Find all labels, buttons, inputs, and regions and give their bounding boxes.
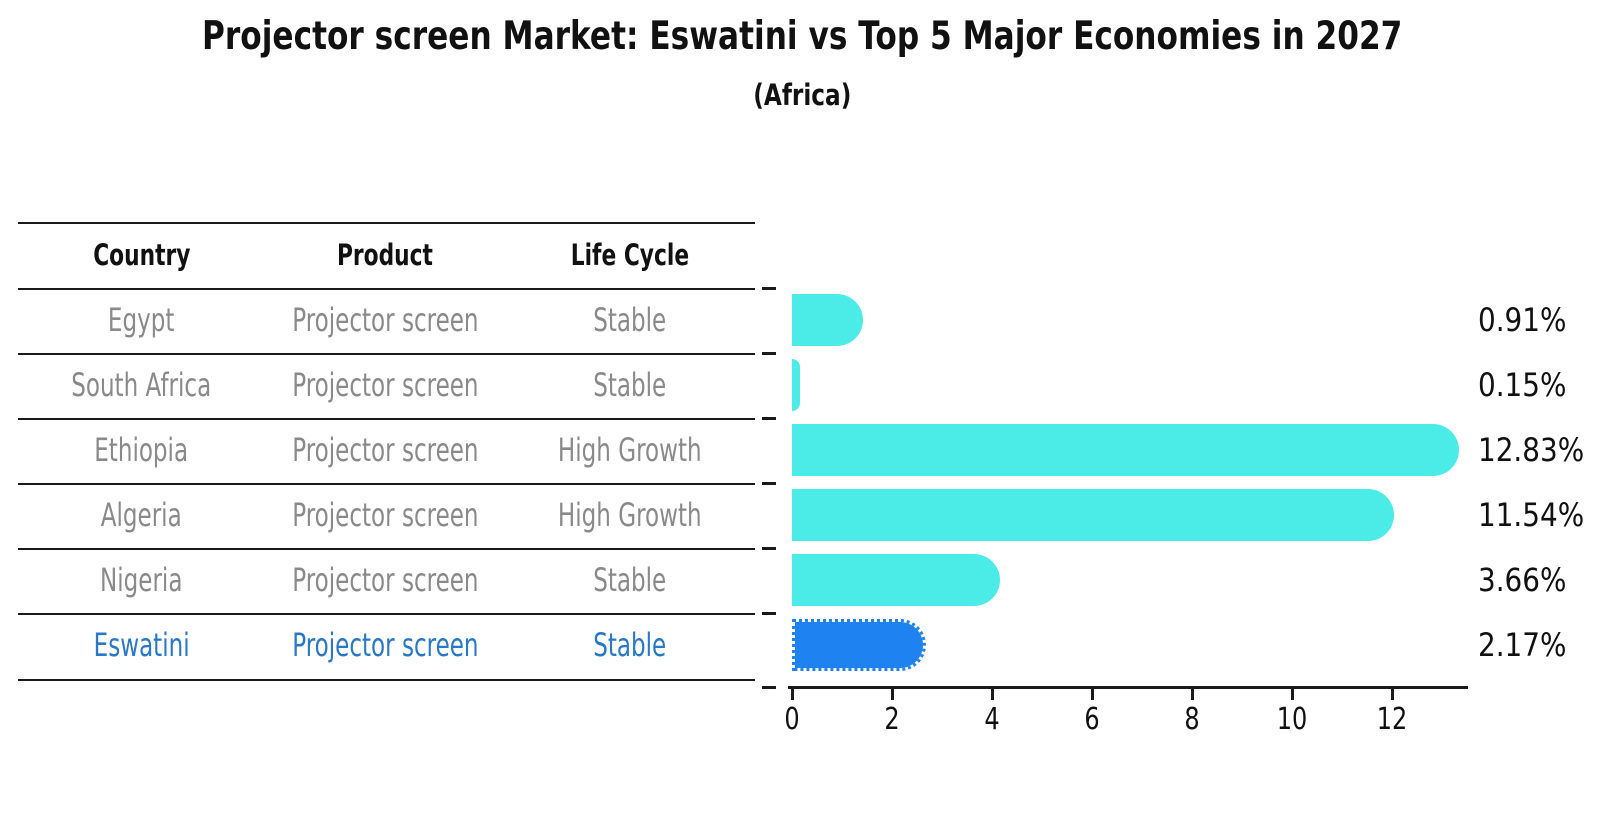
cell-product: Projector screen bbox=[291, 366, 479, 404]
x-tick-label: 4 bbox=[984, 702, 1000, 737]
cell-product: Projector screen bbox=[291, 626, 479, 664]
table-line bbox=[18, 288, 755, 290]
x-tick bbox=[791, 689, 794, 700]
x-tick bbox=[1191, 689, 1194, 700]
cell-life-cycle: Stable bbox=[593, 301, 667, 339]
x-tick bbox=[1091, 689, 1094, 700]
y-tick bbox=[762, 352, 776, 355]
x-tick-label: 12 bbox=[1376, 702, 1408, 737]
table-line bbox=[18, 548, 755, 550]
cell-country: Eswatini bbox=[93, 626, 190, 664]
x-tick-label: 8 bbox=[1184, 702, 1200, 737]
column-header-country: Country bbox=[92, 238, 191, 272]
x-tick-label: 0 bbox=[784, 702, 800, 737]
table-line bbox=[18, 353, 755, 355]
x-tick bbox=[891, 689, 894, 700]
cell-product: Projector screen bbox=[291, 431, 479, 469]
x-axis-line bbox=[788, 686, 1468, 689]
bar-ethiopia bbox=[792, 424, 1459, 476]
y-tick bbox=[762, 686, 776, 689]
cell-country: Algeria bbox=[101, 496, 182, 534]
cell-country: Egypt bbox=[108, 301, 175, 339]
y-tick bbox=[762, 287, 776, 290]
x-tick bbox=[991, 689, 994, 700]
cell-country: Nigeria bbox=[100, 561, 183, 599]
y-tick bbox=[762, 482, 776, 485]
cell-life-cycle: Stable bbox=[593, 561, 667, 599]
page-subtitle: (Africa) bbox=[752, 78, 852, 112]
cell-life-cycle: Stable bbox=[593, 366, 667, 404]
x-tick bbox=[1391, 689, 1394, 700]
table-line bbox=[18, 483, 755, 485]
x-tick-label: 2 bbox=[884, 702, 900, 737]
bar-south-africa bbox=[792, 359, 800, 411]
value-label-south-africa: 0.15% bbox=[1478, 366, 1567, 404]
cell-product: Projector screen bbox=[291, 496, 479, 534]
bar-eswatini-highlighted bbox=[792, 619, 926, 671]
bar-egypt bbox=[792, 294, 863, 346]
bar-nigeria bbox=[792, 554, 1000, 606]
y-tick bbox=[762, 547, 776, 550]
cell-country: Ethiopia bbox=[94, 431, 189, 469]
cell-country: South Africa bbox=[71, 366, 212, 404]
column-header-product: Product bbox=[337, 238, 433, 272]
x-tick-label: 10 bbox=[1276, 702, 1308, 737]
x-tick bbox=[1291, 689, 1294, 700]
value-label-ethiopia: 12.83% bbox=[1478, 431, 1585, 469]
value-label-nigeria: 3.66% bbox=[1478, 561, 1567, 599]
table-line bbox=[18, 222, 755, 224]
cell-life-cycle: High Growth bbox=[558, 496, 702, 534]
value-label-eswatini: 2.17% bbox=[1478, 626, 1567, 664]
y-tick bbox=[762, 417, 776, 420]
y-tick bbox=[762, 612, 776, 615]
x-tick-label: 6 bbox=[1084, 702, 1100, 737]
value-label-algeria: 11.54% bbox=[1478, 496, 1585, 534]
table-line bbox=[18, 418, 755, 420]
cell-life-cycle: Stable bbox=[593, 626, 667, 664]
table-line bbox=[18, 613, 755, 615]
page-title: Projector screen Market: Eswatini vs Top… bbox=[201, 14, 1403, 59]
cell-product: Projector screen bbox=[291, 561, 479, 599]
value-label-egypt: 0.91% bbox=[1478, 301, 1567, 339]
cell-life-cycle: High Growth bbox=[558, 431, 702, 469]
cell-product: Projector screen bbox=[291, 301, 479, 339]
table-line bbox=[18, 679, 755, 681]
column-header-life-cycle: Life Cycle bbox=[570, 238, 690, 272]
bar-algeria bbox=[792, 489, 1394, 541]
